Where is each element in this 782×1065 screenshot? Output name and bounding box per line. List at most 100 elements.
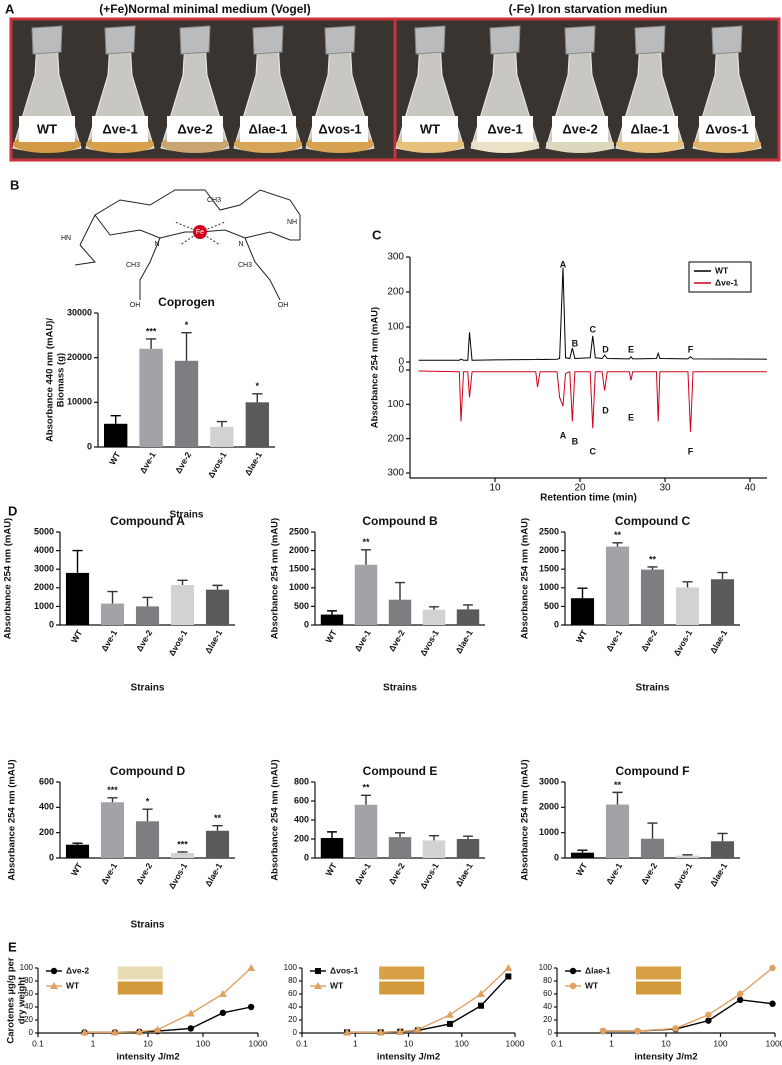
atom-label: OH bbox=[278, 302, 289, 309]
chart-title: Compound A bbox=[110, 514, 185, 528]
y2-tick-label: 200 bbox=[387, 433, 404, 444]
error-bar bbox=[361, 549, 371, 565]
inset-photo bbox=[378, 980, 426, 996]
error-bar bbox=[463, 835, 473, 839]
error-bar bbox=[181, 331, 192, 361]
x-tick-label: Δlae-1 bbox=[453, 861, 475, 888]
error-bar bbox=[212, 825, 223, 831]
y-tick-label: 0 bbox=[554, 852, 559, 862]
marker bbox=[247, 964, 256, 971]
significance: * bbox=[256, 381, 260, 391]
y-tick-label: 2000 bbox=[539, 545, 559, 555]
bar bbox=[245, 402, 269, 447]
y-axis-label: dry weight bbox=[17, 976, 28, 1024]
legend-label: Δlae-1 bbox=[585, 965, 611, 975]
x-tick-label: 20 bbox=[574, 483, 586, 494]
x-tick-label: Δve-1 bbox=[352, 628, 372, 653]
peak-label: C bbox=[590, 324, 597, 334]
error-bar bbox=[252, 393, 263, 403]
error-bar bbox=[717, 832, 728, 842]
y-tick-label: 80 bbox=[24, 976, 33, 985]
x-tick-label: Δvos-1 bbox=[671, 861, 694, 891]
flask-label: WT bbox=[37, 121, 57, 136]
y-tick-label: 60 bbox=[24, 989, 33, 998]
x-tick-label: Δvos-1 bbox=[206, 450, 229, 480]
bar bbox=[675, 855, 700, 858]
y-axis-label: Carotenes µg/g per bbox=[6, 957, 17, 1044]
bar bbox=[320, 614, 344, 625]
y-axis-label: Absorbance 254 nm (mAU) bbox=[520, 518, 531, 639]
panel-letter: C bbox=[372, 227, 382, 242]
x-tick-label: 100 bbox=[196, 1038, 210, 1048]
error-bar bbox=[429, 834, 439, 841]
label-bg bbox=[477, 116, 533, 142]
foil bbox=[252, 25, 284, 55]
marker bbox=[247, 1003, 255, 1011]
y-tick-label: 400 bbox=[294, 814, 309, 824]
marker bbox=[769, 964, 776, 972]
significance: *** bbox=[107, 785, 118, 795]
marker bbox=[135, 1027, 144, 1035]
bar bbox=[210, 426, 234, 447]
y2-tick-label: 0 bbox=[398, 365, 404, 376]
x-tick-label: Δve-1 bbox=[99, 861, 119, 886]
legend-label: WT bbox=[330, 980, 344, 990]
series-line bbox=[84, 967, 252, 1034]
x-tick-label: 40 bbox=[744, 483, 756, 494]
error-bar bbox=[177, 579, 188, 586]
y-tick-label: 2500 bbox=[539, 526, 559, 536]
inset-photo bbox=[634, 965, 682, 981]
significance: ** bbox=[649, 554, 657, 564]
bar bbox=[710, 841, 735, 858]
chart-title: Compound B bbox=[362, 514, 438, 528]
y-tick-label: 2500 bbox=[289, 526, 309, 536]
marker bbox=[413, 1025, 422, 1033]
marker bbox=[446, 1020, 453, 1027]
y-tick-label: 30000 bbox=[67, 307, 92, 317]
series-line bbox=[603, 999, 773, 1032]
x-tick-label: 10 bbox=[661, 1038, 671, 1048]
x-tick-label: WT bbox=[69, 860, 85, 877]
foil bbox=[179, 25, 211, 55]
marker bbox=[343, 1028, 352, 1036]
peak-label: F bbox=[688, 344, 694, 354]
y-tick-label: 60 bbox=[288, 989, 297, 998]
y-axis-label: Absorbance 254 nm (mAU) bbox=[520, 759, 531, 880]
y-tick-label: 2000 bbox=[289, 545, 309, 555]
x-tick-label: Δlae-1 bbox=[708, 861, 730, 888]
panel-letter: E bbox=[8, 939, 17, 954]
error-bar bbox=[145, 338, 157, 349]
label-bg bbox=[402, 116, 458, 142]
y-tick-label: 40 bbox=[288, 1002, 297, 1011]
x-axis-label: Strains bbox=[131, 683, 165, 694]
bar bbox=[675, 587, 700, 625]
x-tick-label: Δvos-1 bbox=[166, 861, 189, 891]
marker bbox=[218, 990, 227, 997]
x-tick-label: Δvos-1 bbox=[166, 628, 189, 658]
x-tick-label: 10 bbox=[404, 1038, 414, 1048]
x-tick-label: WT bbox=[574, 860, 590, 877]
y-axis-label: Absorbance 254 nm (mAU) bbox=[370, 307, 381, 428]
y-tick-label: 2000 bbox=[539, 802, 559, 812]
foil bbox=[489, 25, 521, 55]
y-axis-label: Absorbance 254 nm (mAU) bbox=[3, 518, 14, 639]
y-tick-label: 100 bbox=[387, 322, 404, 333]
error-bar bbox=[395, 832, 405, 838]
y-tick-label: 0 bbox=[29, 1028, 34, 1037]
y2-tick-label: 100 bbox=[387, 399, 404, 410]
y-tick-label: 20000 bbox=[67, 352, 92, 362]
x-tick-label: Δve-2 bbox=[386, 628, 406, 653]
marker bbox=[672, 1025, 679, 1032]
y-tick-label: 500 bbox=[544, 601, 559, 611]
error-bar bbox=[72, 549, 83, 573]
x-tick-label: Δve-2 bbox=[134, 861, 154, 886]
bar bbox=[354, 804, 378, 858]
series-line bbox=[84, 1006, 252, 1034]
x-tick-label: Δve-2 bbox=[134, 628, 154, 653]
y-tick-label: 80 bbox=[543, 976, 552, 985]
bar bbox=[422, 609, 446, 625]
x-tick-label: Δlae-1 bbox=[243, 450, 265, 477]
y-tick-label: 200 bbox=[294, 833, 309, 843]
x-axis-label: Retention time (min) bbox=[540, 493, 637, 504]
series-line bbox=[418, 370, 767, 432]
